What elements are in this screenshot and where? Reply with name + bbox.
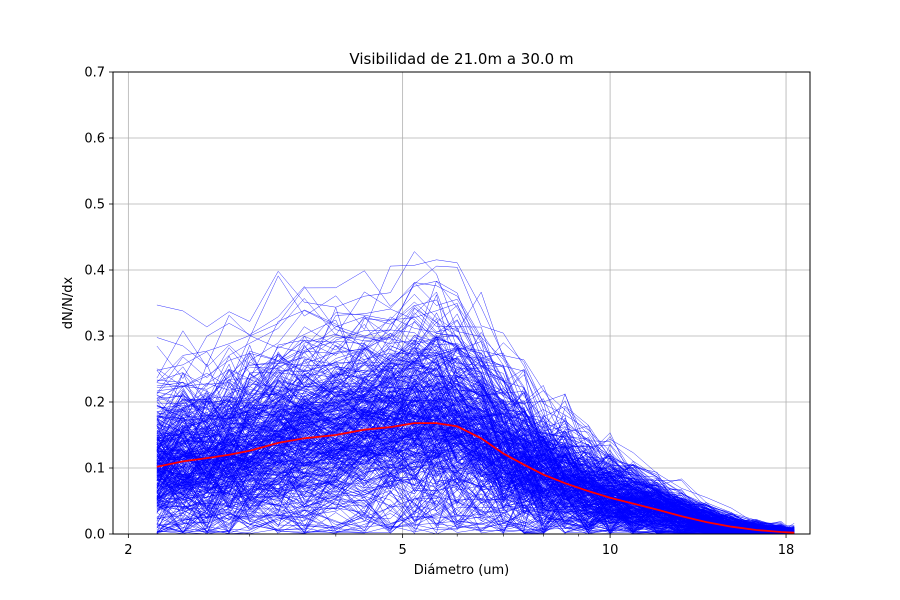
sample-series-line	[156, 474, 795, 534]
sample-series-line	[156, 339, 795, 534]
x-axis-title: Diámetro (um)	[414, 563, 510, 578]
sample-series-line	[156, 377, 795, 533]
sample-series-line	[156, 356, 795, 534]
sample-series-line	[156, 469, 795, 534]
y-tick-label: 0.1	[84, 462, 105, 477]
x-tick-label: 10	[602, 543, 619, 558]
sample-series-line	[156, 440, 795, 534]
x-tick-label: 2	[124, 543, 132, 558]
sample-series-line	[156, 399, 795, 534]
y-tick-label: 0.3	[84, 330, 105, 345]
sample-series-line	[156, 306, 795, 534]
sample-series-line	[156, 338, 795, 532]
plot-lines	[156, 251, 795, 534]
sample-series-line	[156, 463, 795, 534]
sample-series-line	[156, 318, 795, 533]
sample-series-line	[156, 422, 795, 534]
chart-title: Visibilidad de 21.0m a 30.0 m	[349, 50, 573, 68]
axis-layer: 0.0 0.1 0.2 0.3 0.4 0.5 0.6 0.7 2 5 10 18	[84, 66, 794, 559]
y-tick-label: 0.4	[84, 264, 105, 279]
sample-series-line	[156, 282, 795, 534]
sample-series-line	[156, 445, 795, 534]
sample-series-line	[156, 447, 795, 534]
y-tick-label: 0.2	[84, 396, 105, 411]
y-tick-label: 0.6	[84, 132, 105, 147]
y-tick-label: 0.5	[84, 198, 105, 213]
sample-series-line	[156, 385, 795, 534]
y-tick-label: 0.0	[84, 528, 105, 543]
sample-series-line	[156, 353, 795, 534]
sample-series-line	[156, 259, 795, 533]
sample-series-line	[156, 413, 795, 534]
y-axis-title: dN/N/dx	[61, 276, 76, 329]
sample-series-line	[156, 399, 795, 534]
x-tick-label: 18	[778, 543, 795, 558]
plot-frame	[112, 71, 811, 535]
sample-series-line	[156, 401, 795, 534]
x-tick-label: 5	[398, 543, 406, 558]
sample-series-line	[156, 338, 795, 527]
mean-series-line	[156, 422, 795, 534]
sample-series-line	[156, 439, 795, 534]
sample-series-line	[156, 474, 795, 534]
sample-series-line	[156, 368, 795, 534]
sample-series-line	[156, 367, 795, 533]
sample-series-line	[156, 416, 795, 533]
sample-series-line	[156, 432, 795, 533]
y-tick-label: 0.7	[84, 66, 105, 81]
sample-series-line	[156, 410, 795, 534]
sample-series-line	[156, 345, 795, 534]
sample-series-line	[156, 265, 795, 529]
